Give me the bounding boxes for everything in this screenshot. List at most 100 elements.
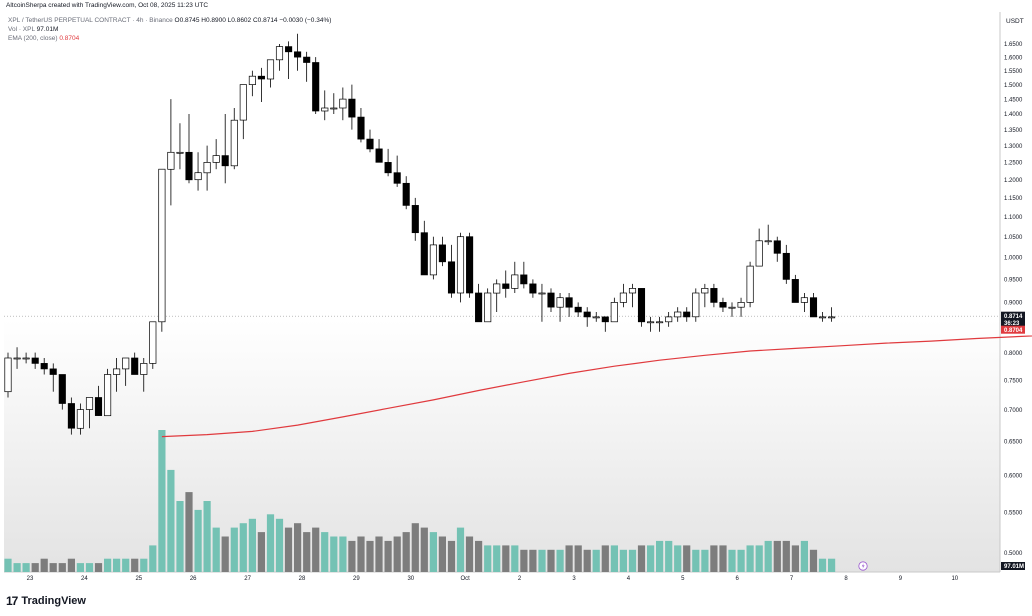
volume-bar: [800, 540, 808, 572]
volume-bar: [366, 540, 374, 572]
volume-bar: [85, 563, 94, 572]
volume-bar: [456, 527, 465, 572]
candle-body: [674, 311, 682, 318]
legend-volume-row: Vol · XPL 97.01M: [8, 26, 58, 33]
volume-bar: [4, 558, 12, 572]
volume-bar: [755, 545, 763, 572]
legend-pair: XPL / TetherUS PERPETUAL CONTRACT · 4h ·…: [8, 17, 173, 24]
volume-bar: [303, 532, 311, 572]
candle-body: [339, 98, 347, 109]
candle-body: [393, 172, 401, 184]
price-tick-label: 1.4000: [1004, 112, 1023, 118]
price-tick-label: 0.7500: [1004, 378, 1023, 384]
volume-badge: 97.01M: [1001, 562, 1025, 570]
volume-badge-bg: [1001, 562, 1025, 570]
price-tick-label: 0.9000: [1004, 301, 1023, 307]
volume-bar: [393, 536, 401, 572]
candle-body: [791, 279, 799, 303]
price-tick-label: 1.1000: [1004, 215, 1023, 221]
candle-body: [58, 374, 66, 404]
volume-bar: [321, 532, 329, 572]
time-tick-label: 28: [299, 576, 306, 582]
candle-body: [31, 357, 39, 364]
price-axis-currency: USDT: [1006, 18, 1024, 25]
candle-body: [438, 244, 446, 263]
volume-bar: [185, 492, 193, 572]
price-tick-label: 1.5000: [1004, 83, 1023, 89]
candle-body: [131, 357, 139, 375]
volume-bar: [31, 563, 39, 572]
volume-bar: [194, 509, 202, 572]
tradingview-logo[interactable]: 17 TradingView: [6, 594, 86, 608]
ema-200-line: [161, 335, 1032, 438]
volume-bar: [701, 549, 709, 572]
price-tick-label: 0.7000: [1004, 408, 1023, 414]
candle-body: [248, 75, 256, 85]
price-tick-label: 0.5500: [1004, 511, 1023, 517]
countdown-badge-bg: [1001, 318, 1025, 327]
candle-body: [49, 368, 57, 375]
candle-body: [656, 321, 664, 324]
volume-bar: [746, 545, 754, 572]
volume-bar: [294, 523, 302, 572]
candle-body: [357, 116, 365, 140]
legend-symbol-row: XPL / TetherUS PERPETUAL CONTRACT · 4h ·…: [8, 17, 331, 24]
volume-bar: [104, 558, 112, 572]
volume-bar: [438, 536, 446, 572]
volume-bar: [728, 549, 736, 572]
legend-volume-value: 97.01M: [36, 26, 59, 33]
candle-body: [782, 252, 790, 280]
candle-body: [76, 409, 84, 429]
price-tick-label: 1.3500: [1004, 128, 1023, 134]
candle-body: [122, 357, 130, 370]
volume-bar: [221, 536, 229, 572]
ema-price-badge: 0.8704: [1001, 325, 1025, 334]
volume-bar: [131, 558, 139, 572]
candle-body: [692, 292, 700, 318]
volume-bar: [773, 540, 781, 572]
ema-price-badge-text: 0.8704: [1004, 328, 1023, 334]
candle-body: [574, 306, 582, 313]
volume-bar: [628, 549, 637, 572]
candle-body: [755, 240, 763, 267]
candle-body: [149, 321, 157, 364]
price-tick-label: 1.4500: [1004, 97, 1023, 103]
price-tick-label: 1.0500: [1004, 235, 1023, 241]
last-price-badge: 0.8714: [1001, 311, 1025, 320]
legend-ema-label: EMA (200, close): [8, 35, 58, 42]
volume-bar: [330, 536, 338, 572]
volume-bar: [511, 545, 519, 572]
time-tick-label: 8: [844, 576, 848, 582]
volume-bar: [601, 545, 609, 572]
volume-bar: [212, 527, 220, 572]
candle-body: [230, 119, 238, 167]
candle-body: [683, 311, 691, 318]
candle-body: [402, 182, 410, 206]
candle-body: [167, 151, 175, 170]
volume-bar: [547, 549, 555, 572]
candle-body: [565, 297, 573, 308]
volume-bar: [692, 549, 700, 572]
price-tick-label: 0.9500: [1004, 278, 1023, 284]
volume-bar: [583, 549, 591, 572]
time-tick-label: 7: [790, 576, 794, 582]
volume-bar: [113, 558, 121, 572]
volume-bar: [538, 549, 546, 572]
volume-bar: [647, 545, 655, 572]
price-axis-labels: 1.6500 1.6000 1.5500 1.5000 1.4500 1.4000 1.35…: [1004, 42, 1023, 557]
volume-bar: [529, 549, 537, 572]
volume-bar: [737, 549, 745, 572]
created-by-line: AltcoinSherpa created with TradingView.c…: [6, 2, 209, 9]
volume-badge-text: 97.01M: [1004, 564, 1024, 570]
time-tick-label: 27: [244, 576, 251, 582]
candle-body: [610, 302, 618, 323]
volume-bar: [782, 540, 790, 572]
price-tick-label: 1.6500: [1004, 42, 1023, 48]
price-tick-label: 1.2500: [1004, 161, 1023, 167]
price-tick-label: 0.6000: [1004, 474, 1023, 480]
candle-body: [619, 292, 627, 303]
volume-bar: [239, 523, 247, 572]
volume-bar: [248, 518, 256, 573]
volume-bar: [22, 563, 30, 572]
